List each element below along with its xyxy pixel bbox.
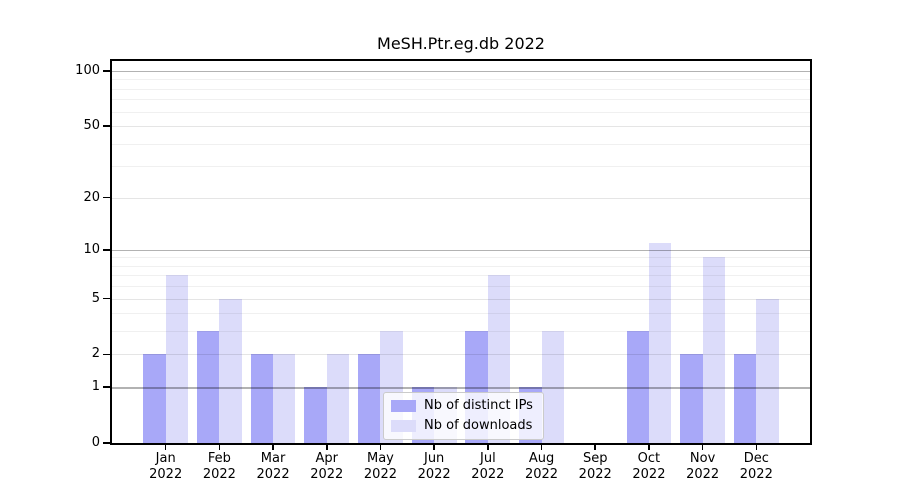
- y-tick-label: 1: [91, 379, 100, 395]
- x-tick: [325, 445, 328, 450]
- x-tick-label: Dec 2022: [739, 451, 773, 482]
- x-tick-label: Jun 2022: [417, 451, 451, 482]
- y-tick: [103, 386, 110, 388]
- legend-label-distinct-ips: Nb of distinct IPs: [424, 398, 533, 413]
- y-tick-label: 100: [75, 63, 100, 78]
- legend-swatch-downloads: [391, 420, 416, 432]
- legend-item-downloads: Nb of downloads: [391, 418, 533, 434]
- x-tick-label: Feb 2022: [202, 451, 236, 482]
- x-tick-label: Aug 2022: [524, 451, 559, 482]
- x-tick: [164, 445, 167, 450]
- y-tick-label: 10: [83, 241, 100, 257]
- y-tick: [103, 70, 110, 72]
- x-tick: [648, 445, 650, 450]
- x-tick: [433, 445, 435, 450]
- y-tick-label: 20: [83, 189, 100, 205]
- x-tick: [218, 445, 221, 450]
- x-tick-label: Oct 2022: [632, 451, 666, 482]
- y-tick-label: 5: [91, 290, 100, 306]
- x-tick: [487, 445, 489, 450]
- x-tick: [701, 445, 704, 450]
- y-tick: [103, 248, 110, 251]
- legend-item-distinct-ips: Nb of distinct IPs: [391, 398, 533, 414]
- legend: Nb of distinct IPs Nb of downloads: [383, 392, 544, 440]
- x-tick: [379, 445, 382, 450]
- x-tick: [540, 445, 543, 450]
- x-tick-label: Jul 2022: [471, 451, 505, 482]
- x-tick-label: Apr 2022: [310, 451, 344, 482]
- y-tick: [103, 442, 110, 444]
- x-tick: [755, 445, 758, 450]
- plot-area: [110, 59, 812, 445]
- y-tick-label: 0: [91, 435, 100, 450]
- legend-label-downloads: Nb of downloads: [424, 418, 533, 433]
- x-tick: [594, 445, 597, 450]
- y-tick-label: 50: [83, 118, 100, 134]
- legend-swatch-distinct-ips: [391, 400, 416, 412]
- y-tick: [103, 125, 110, 127]
- x-tick-label: May 2022: [363, 451, 397, 482]
- x-tick-label: Nov 2022: [686, 451, 720, 482]
- x-tick-label: Sep 2022: [578, 451, 612, 482]
- x-tick-label: Mar 2022: [256, 451, 290, 482]
- y-tick: [103, 297, 110, 300]
- chart-title: MeSH.Ptr.eg.db 2022: [377, 34, 545, 53]
- y-tick: [103, 353, 110, 356]
- y-tick-label: 2: [91, 346, 100, 362]
- y-tick: [103, 196, 110, 199]
- x-tick-label: Jan 2022: [149, 451, 183, 482]
- x-tick: [272, 445, 274, 450]
